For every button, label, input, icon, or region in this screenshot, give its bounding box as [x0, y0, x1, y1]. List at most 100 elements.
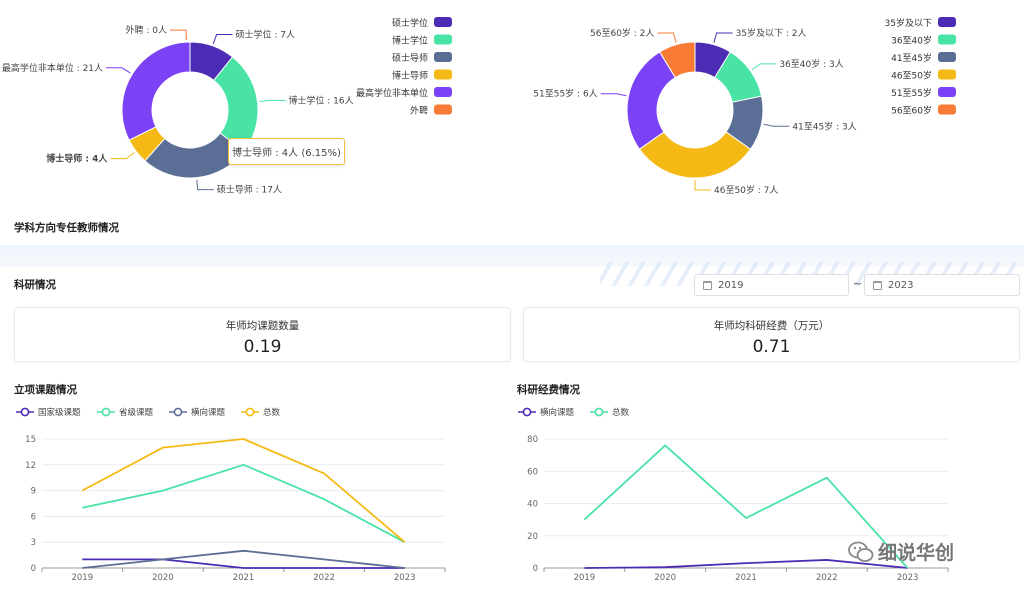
end-year-input[interactable]: 2023: [864, 274, 1020, 296]
stat-card-funding: 年师均科研经费（万元） 0.71: [523, 307, 1020, 362]
donut-chart-ages: 35岁及以下 : 2人 36至40岁 : 3人 41至45岁 : 3人 46至50岁 …: [533, 17, 956, 196]
leader-line: [212, 34, 233, 45]
series-line: [82, 558, 405, 569]
slice-label: 51至55岁 : 6人: [533, 88, 597, 100]
legend-label: 硕士学位: [392, 17, 428, 29]
y-tick-label: 20: [527, 532, 538, 542]
series-line: [583, 444, 909, 569]
slice-label: 博士学位 : 16人: [288, 94, 353, 106]
legend-label: 36至40岁: [891, 35, 932, 47]
stat-label: 年师均科研经费（万元）: [713, 320, 830, 332]
calendar-icon: [703, 280, 712, 290]
y-tick-label: 0: [533, 564, 538, 574]
chart-title-funding: 科研经费情况: [517, 384, 580, 396]
legend-swatch: [434, 17, 452, 27]
x-tick-label: 2020: [654, 573, 676, 583]
legend-label: 博士导师: [392, 70, 428, 82]
x-tick-label: 2020: [152, 573, 174, 583]
legend-swatch: [938, 52, 956, 62]
legend-swatch: [434, 69, 452, 80]
start-year-input[interactable]: 2019: [694, 274, 849, 296]
legend-marker: [20, 407, 30, 417]
legend-marker: [522, 407, 532, 417]
legend-swatch: [938, 87, 956, 97]
legend-label: 56至60岁: [891, 105, 932, 117]
legend-swatch: [434, 104, 452, 115]
y-tick-label: 60: [527, 467, 538, 477]
legend-marker: [245, 407, 255, 417]
legend-marker: [101, 407, 111, 417]
legend-label: 51至55岁: [891, 87, 932, 99]
watermark: 细说华创: [848, 538, 954, 565]
legend-label: 最高学位非本单位: [356, 87, 428, 99]
leader-line: [694, 180, 711, 191]
y-tick-label: 9: [31, 487, 36, 497]
leader-line: [259, 99, 286, 103]
legend-label: 硕士导师: [392, 52, 428, 64]
series-line: [82, 463, 406, 543]
x-tick-label: 2023: [394, 573, 416, 583]
leader-line: [751, 63, 777, 71]
legend-swatch: [938, 17, 956, 27]
legend-label: 横向课题: [540, 407, 575, 418]
series-line: [81, 438, 406, 543]
stat-label: 年师均课题数量: [225, 320, 300, 332]
watermark-text: 细说华创: [878, 542, 955, 564]
legend-swatch: [938, 69, 956, 80]
leader-line: [196, 179, 214, 191]
chat-bubbles-icon: [848, 541, 874, 562]
stat-value: 0.71: [752, 337, 791, 357]
y-tick-label: 6: [31, 512, 36, 522]
slice-label: 最高学位非本单位 : 21人: [2, 62, 103, 74]
slice-label: 35岁及以下 : 2人: [736, 27, 807, 39]
leader-line: [110, 152, 135, 160]
legend-swatch: [434, 52, 452, 62]
legend-swatch: [434, 87, 452, 97]
donut-slice: [658, 41, 696, 79]
slice-label: 36至40岁 : 3人: [779, 58, 843, 70]
legend-swatch: [938, 104, 956, 115]
legend-swatch: [938, 34, 956, 45]
legend-label: 46至50岁: [891, 70, 932, 82]
slice-label: 41至45岁 : 3人: [792, 120, 856, 132]
section-band: [0, 245, 1024, 267]
legend-swatch: [434, 34, 452, 45]
line-chart-projects: 国家级课题 省级课题 横向课题 总数 0 3 6 9 12 15 2019 2020 2021 2022 2…: [16, 407, 446, 583]
series-line: [584, 559, 908, 569]
calendar-icon: [873, 280, 882, 290]
slice-label: 外聘 : 0人: [126, 24, 167, 36]
y-tick-label: 0: [31, 564, 36, 574]
slice-label: 46至50岁 : 7人: [714, 184, 778, 196]
legend-label: 横向课题: [191, 407, 226, 418]
stat-value: 0.19: [243, 337, 282, 357]
slice-label: 博士导师 : 4人: [46, 153, 108, 165]
legend-label: 博士学位: [392, 35, 428, 47]
legend-label: 总数: [263, 407, 281, 418]
y-tick-label: 80: [527, 435, 538, 445]
x-tick-label: 2022: [313, 573, 335, 583]
donut-slice: [638, 131, 752, 179]
slice-label: 硕士导师 : 17人: [217, 184, 282, 196]
donut-slice: [121, 41, 191, 141]
chart-tooltip: 博士导师 : 4人 (6.15%): [228, 138, 345, 165]
y-tick-label: 3: [31, 538, 36, 548]
leader-line: [763, 123, 790, 127]
y-tick-label: 12: [25, 461, 36, 471]
leader-line: [713, 32, 733, 43]
legend-label: 41至45岁: [891, 52, 932, 64]
y-tick-label: 15: [25, 435, 36, 445]
series-line: [82, 549, 405, 569]
end-year-value: 2023: [888, 279, 914, 291]
legend-label: 外聘: [410, 105, 428, 117]
chart-title-projects: 立项课题情况: [14, 384, 77, 396]
leader-line: [170, 29, 188, 41]
x-tick-label: 2019: [71, 573, 93, 583]
start-year-value: 2019: [718, 279, 744, 291]
slice-label: 硕士学位 : 7人: [236, 29, 295, 41]
legend-marker: [594, 407, 604, 417]
stat-card-projects: 年师均课题数量 0.19: [14, 307, 511, 362]
section-title-research: 科研情况: [14, 279, 56, 291]
x-tick-label: 2021: [735, 573, 757, 583]
leader-line: [657, 32, 677, 43]
